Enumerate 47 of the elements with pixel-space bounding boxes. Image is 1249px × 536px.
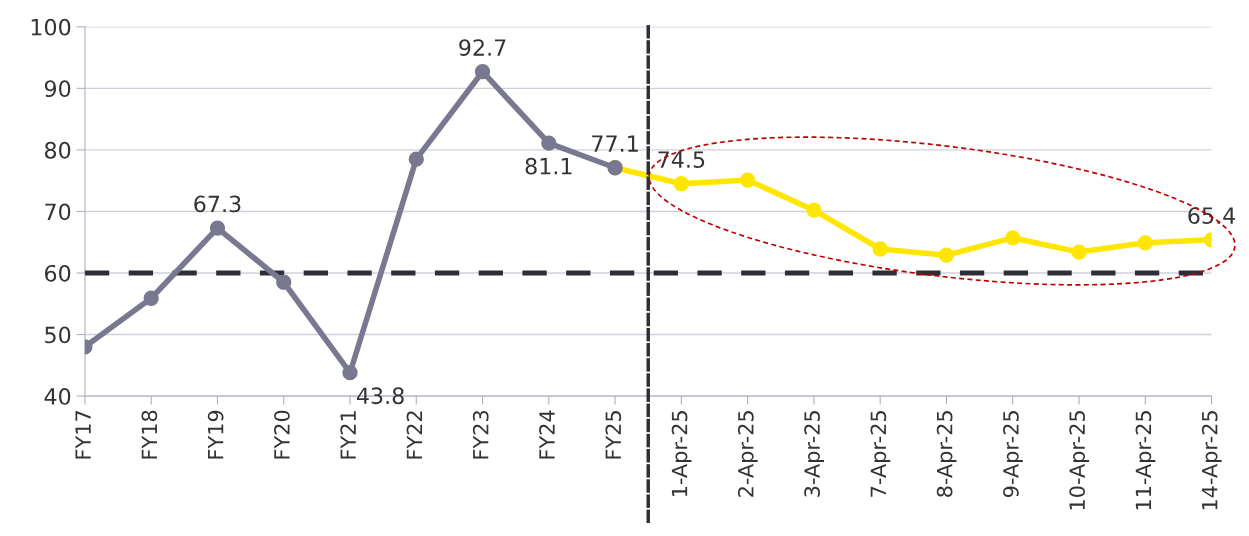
x-tick-label: 14-Apr-25 — [1201, 411, 1222, 510]
point — [938, 247, 955, 263]
point — [143, 290, 159, 306]
data-label: 92.7 — [459, 39, 506, 56]
x-tick-label: 3-Apr-25 — [804, 411, 824, 497]
point — [872, 241, 888, 257]
point — [276, 274, 292, 290]
x-tick-label: FY25 — [605, 411, 622, 459]
data-label: 81.1 — [525, 157, 572, 175]
point — [739, 172, 756, 188]
data-label: 67.3 — [194, 195, 241, 213]
data-label: 65.4 — [1188, 207, 1236, 224]
x-tick-label: FY24 — [539, 410, 555, 459]
y-tick-label: 100 — [31, 18, 71, 36]
x-tick-label: 9-Apr-25 — [1003, 411, 1023, 498]
x-tick-label: 8-Apr-25 — [936, 411, 957, 497]
x-tick-label: FY19 — [207, 410, 224, 459]
point — [673, 176, 690, 192]
x-tick-label: FY21 — [340, 411, 356, 459]
x-tick-label: 10-Apr-25 — [1069, 411, 1090, 510]
x-tick-label: 7-Apr-25 — [870, 411, 891, 497]
data-label: 43.8 — [356, 387, 404, 405]
point — [1071, 244, 1087, 260]
x-tick-label: FY23 — [472, 410, 489, 459]
y-tick-label: 60 — [45, 264, 71, 282]
y-tick-label: 80 — [44, 141, 71, 159]
x-tick-label: FY22 — [406, 411, 423, 459]
y-tick-label: 70 — [45, 203, 71, 221]
data-label: 77.1 — [592, 135, 638, 152]
x-tick-label: 2-Apr-25 — [737, 411, 758, 497]
x-tick-label: 1-Apr-25 — [671, 411, 692, 497]
x-tick-label: FY17 — [75, 411, 91, 459]
data-label: 74.5 — [658, 151, 705, 168]
point — [1005, 230, 1021, 246]
x-tick-label: FY18 — [141, 410, 158, 459]
point — [342, 365, 358, 381]
x-tick-label: 11-Apr-25 — [1135, 411, 1156, 510]
point — [1137, 235, 1153, 251]
point — [541, 135, 557, 151]
y-tick-label: 50 — [45, 326, 71, 344]
point — [209, 220, 226, 236]
point — [408, 151, 424, 167]
y-tick-label: 90 — [44, 80, 71, 98]
x-tick-label: FY20 — [274, 410, 290, 459]
point — [474, 64, 491, 80]
y-tick-label: 40 — [44, 388, 71, 405]
point — [806, 202, 822, 218]
